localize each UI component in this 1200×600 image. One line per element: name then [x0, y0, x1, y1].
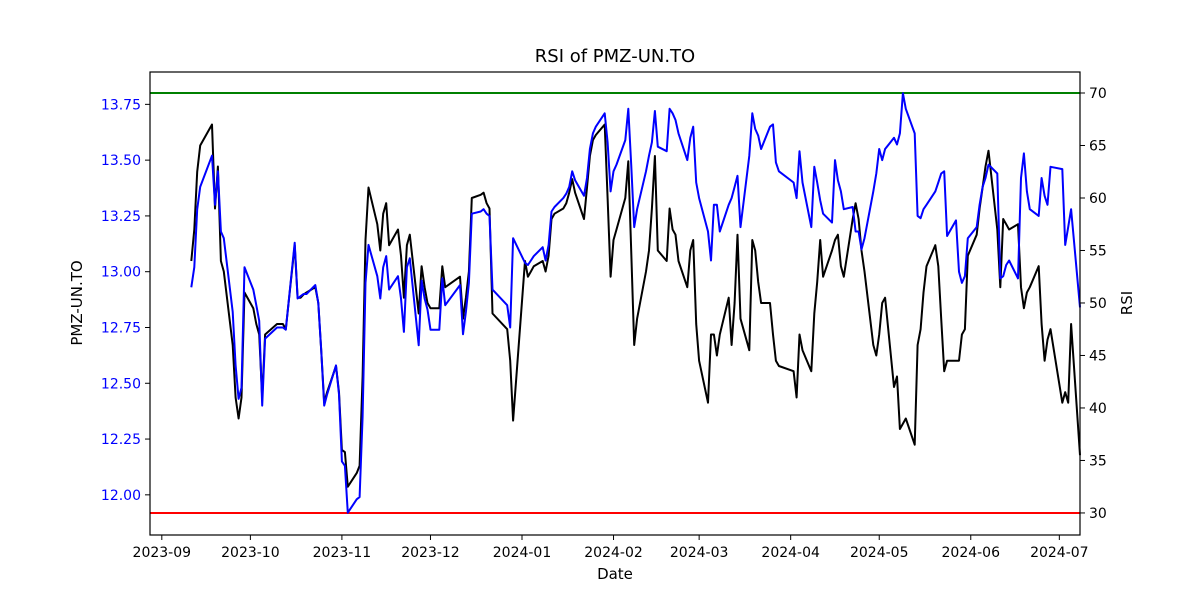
- x-tick-label: 2024-03: [670, 545, 729, 561]
- left-y-tick-label: 13.25: [101, 209, 141, 225]
- right-y-tick-label: 50: [1089, 296, 1107, 312]
- x-tick-label: 2024-01: [493, 545, 552, 561]
- x-tick-label: 2024-06: [942, 545, 1001, 561]
- right-y-tick-label: 55: [1089, 243, 1107, 259]
- x-tick-label: 2024-05: [850, 545, 909, 561]
- x-tick-label: 2024-04: [761, 545, 820, 561]
- right-y-axis-label: RSI: [1118, 291, 1136, 315]
- right-y-tick-label: 70: [1089, 86, 1107, 102]
- left-y-tick-label: 12.50: [101, 376, 141, 392]
- left-y-tick-label: 13.50: [101, 153, 141, 169]
- x-tick-label: 2024-02: [584, 545, 643, 561]
- left-y-axis-label: PMZ-UN.TO: [68, 260, 86, 345]
- right-y-tick-label: 40: [1089, 401, 1107, 417]
- right-y-tick-label: 30: [1089, 506, 1107, 522]
- x-tick-label: 2023-11: [313, 545, 372, 561]
- right-y-tick-label: 45: [1089, 348, 1107, 364]
- x-axis-label: Date: [597, 565, 633, 583]
- left-y-tick-label: 12.75: [101, 320, 141, 336]
- x-tick-label: 2024-07: [1030, 545, 1089, 561]
- chart-title: RSI of PMZ-UN.TO: [535, 46, 695, 67]
- left-y-tick-label: 13.75: [101, 97, 141, 113]
- x-tick-label: 2023-09: [133, 545, 192, 561]
- right-y-tick-label: 65: [1089, 138, 1107, 154]
- left-y-tick-label: 12.00: [101, 488, 141, 504]
- right-y-tick-label: 35: [1089, 453, 1107, 469]
- left-y-tick-label: 12.25: [101, 432, 141, 448]
- right-y-tick-label: 60: [1089, 191, 1107, 207]
- left-y-tick-label: 13.00: [101, 265, 141, 281]
- x-tick-label: 2023-10: [221, 545, 280, 561]
- x-tick-label: 2023-12: [401, 545, 460, 561]
